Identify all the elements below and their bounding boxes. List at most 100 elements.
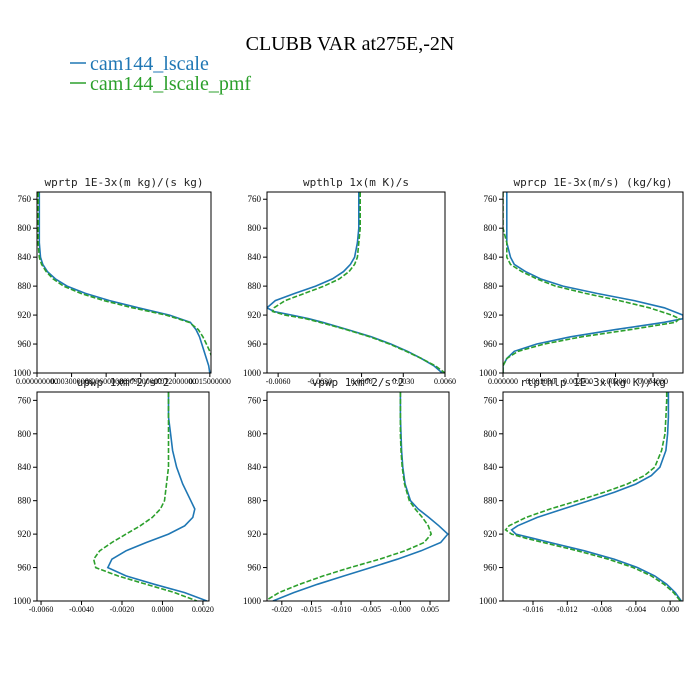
plot-frame (266, 391, 450, 602)
series-line-lscale-pmf (503, 192, 681, 373)
y-tick-label: 880 (484, 281, 498, 291)
x-tick-label: -0.020 (271, 605, 292, 614)
x-tick-label: 0.000 (661, 605, 679, 614)
plot-frame (502, 191, 684, 374)
x-tick-label: 0.0060 (434, 377, 456, 386)
x-tick-label: -0.0060 (266, 377, 291, 386)
y-tick-label: 800 (18, 429, 32, 439)
y-tick-label: 960 (248, 339, 262, 349)
panel-2: wpthlp 1x(m K)/s 760 800 840 880 920 960 1000 -0… (243, 176, 456, 386)
figure-title: CLUBB VAR at275E,-2N (246, 33, 455, 55)
y-tick-label: 920 (18, 529, 32, 539)
y-tick-label: 920 (484, 529, 498, 539)
y-tick-label: 1000 (243, 368, 262, 378)
y-tick-label: 960 (484, 339, 498, 349)
y-tick-label: 1000 (479, 596, 498, 606)
x-tick-label: -0.0030 (308, 377, 333, 386)
x-tick-label: -0.0060 (29, 605, 54, 614)
x-tick-label: 0.009000000 (120, 377, 162, 386)
y-tick-label: 800 (248, 429, 262, 439)
x-tick-label: -0.010 (331, 605, 352, 614)
x-tick-label: 0.004000 (638, 377, 668, 386)
series-line-lscale-pmf (267, 392, 433, 601)
series-line-lscale (267, 192, 443, 373)
y-tick-label: 840 (484, 252, 498, 262)
y-tick-label: 920 (18, 310, 32, 320)
x-tick-label: -0.016 (523, 605, 544, 614)
y-tick-label: 880 (248, 281, 262, 291)
series-line-lscale (503, 192, 683, 373)
y-tick-label: 760 (484, 395, 498, 405)
y-tick-label: 880 (248, 496, 262, 506)
series-line-lscale-pmf (271, 192, 445, 373)
plot-frame (36, 191, 212, 374)
x-tick-label: 0.0020 (192, 605, 214, 614)
panel-title: vpwp 1xm^2/s^2 (312, 376, 405, 389)
series-line-lscale-pmf (92, 392, 198, 601)
y-tick-label: 840 (248, 462, 262, 472)
legend-label-lscale: cam144_lscale (90, 53, 209, 75)
panel-1: wprtp 1E-3x(m kg)/(s kg) 760 800 840 880 920 9… (13, 176, 231, 386)
x-tick-label: 0.002000 (563, 377, 593, 386)
y-tick-label: 960 (18, 563, 32, 573)
y-tick-label: 840 (248, 252, 262, 262)
series-line-lscale (510, 392, 682, 601)
y-tick-label: 1000 (13, 596, 32, 606)
series-line-lscale (38, 192, 211, 373)
x-tick-label: -0.005 (360, 605, 381, 614)
y-tick-label: 800 (484, 429, 498, 439)
y-tick-label: 800 (18, 223, 32, 233)
panel-title: wprtp 1E-3x(m kg)/(s kg) (45, 176, 204, 189)
y-tick-label: 840 (18, 462, 32, 472)
y-tick-label: 840 (18, 252, 32, 262)
x-tick-label: 0.003000000 (51, 377, 93, 386)
x-tick-label: 0.000000 (488, 377, 518, 386)
x-tick-label: -0.012 (557, 605, 578, 614)
panel-5: vpwp 1xm^2/s^2 760 800 840 880 920 960 1000 -0.0… (243, 376, 450, 614)
plot-frame (502, 391, 684, 602)
panel-grid: wprtp 1E-3x(m kg)/(s kg) 760 800 840 880 920 9… (13, 176, 684, 614)
y-tick-label: 920 (248, 310, 262, 320)
y-tick-label: 960 (484, 563, 498, 573)
y-tick-label: 1000 (479, 368, 498, 378)
series-line-lscale (106, 392, 208, 601)
y-tick-label: 800 (248, 223, 262, 233)
y-tick-label: 760 (484, 194, 498, 204)
x-tick-label: 0.005 (421, 605, 439, 614)
legend-label-lscale-pmf: cam144_lscale_pmf (90, 73, 251, 95)
x-tick-label: -0.004 (626, 605, 647, 614)
y-tick-label: 880 (484, 496, 498, 506)
y-tick-label: 760 (18, 194, 32, 204)
x-tick-label: 0.012000000 (154, 377, 196, 386)
panel-4: upwp 1xm^2/s^27608008408809209601000-0.0… (13, 376, 214, 614)
x-tick-label: 0.0000 (151, 605, 173, 614)
legend: cam144_lscale cam144_lscale_pmf (70, 53, 251, 95)
x-tick-label: 0.000000000 (16, 377, 58, 386)
y-tick-label: 960 (18, 339, 32, 349)
y-tick-label: 920 (484, 310, 498, 320)
panel-title: wpthlp 1x(m K)/s (303, 176, 409, 189)
x-tick-label: 0.0030 (392, 377, 414, 386)
x-tick-label: -0.015 (301, 605, 322, 614)
y-tick-label: 840 (484, 462, 498, 472)
y-tick-label: 1000 (243, 596, 262, 606)
y-tick-label: 1000 (13, 368, 32, 378)
plot-frame (36, 391, 210, 602)
series-line-lscale-pmf (37, 192, 211, 358)
panel-title: wprcp 1E-3x(m/s) (kg/kg) (514, 176, 673, 189)
panel-title: upwp 1xm^2/s^2 (77, 376, 170, 389)
series-line-lscale (272, 392, 449, 601)
y-tick-label: 800 (484, 223, 498, 233)
x-tick-label: 0.001000 (526, 377, 556, 386)
panel-title: rtpthlp 1E-3x(kg K)/kg (520, 376, 666, 389)
x-tick-label: 0.015000000 (189, 377, 231, 386)
x-tick-label: -0.000 (390, 605, 411, 614)
x-tick-label: -0.008 (591, 605, 612, 614)
y-tick-label: 880 (18, 281, 32, 291)
y-tick-label: 920 (248, 529, 262, 539)
series-line-lscale-pmf (504, 392, 682, 601)
x-tick-label: 0.0000 (351, 377, 373, 386)
x-tick-label: 0.006000000 (85, 377, 127, 386)
y-tick-label: 960 (248, 563, 262, 573)
